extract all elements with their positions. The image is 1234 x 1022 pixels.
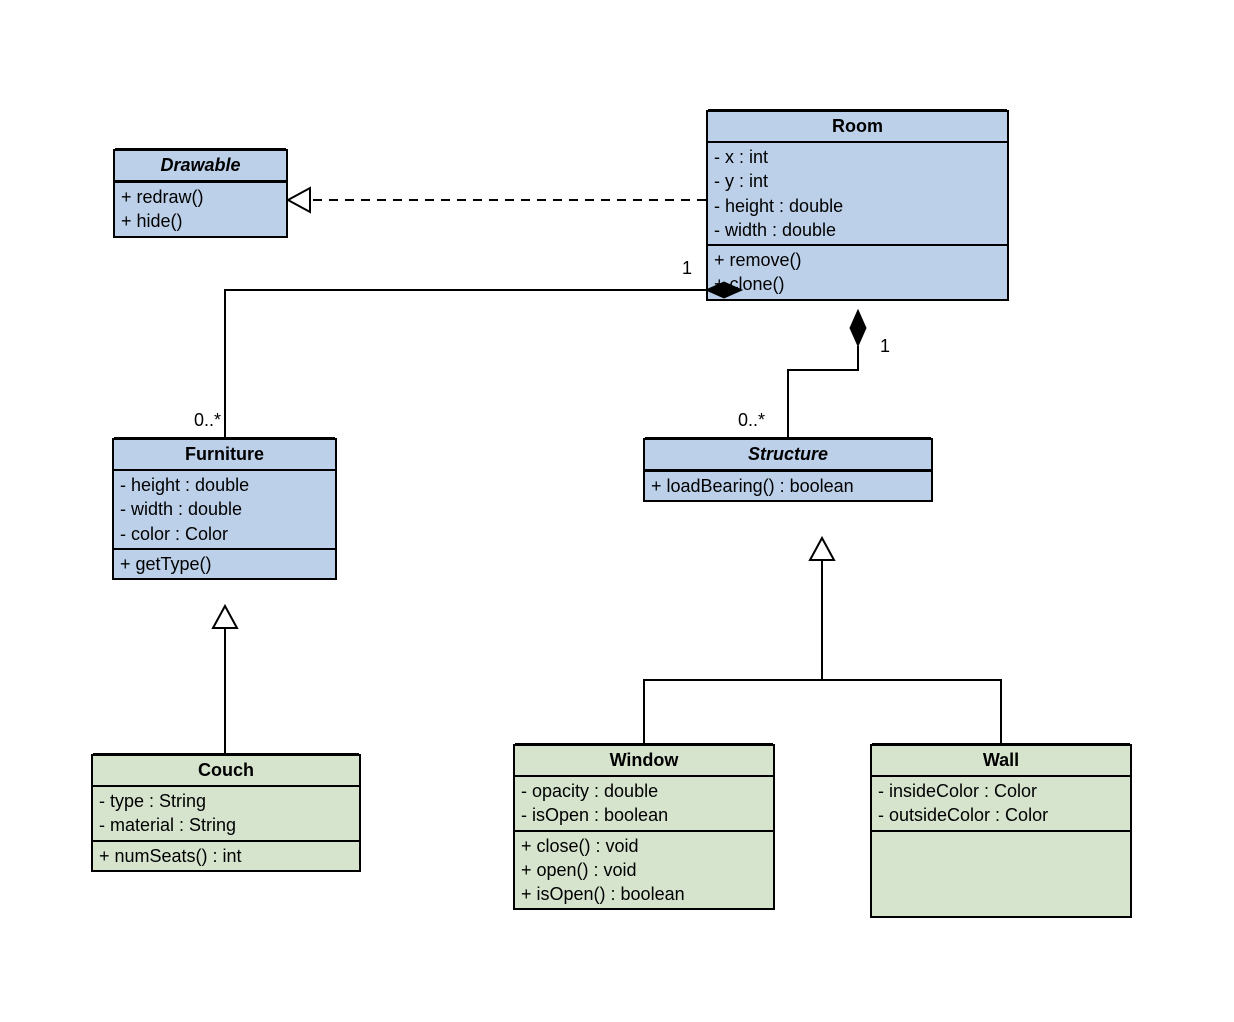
attribute: - width : double	[714, 218, 1001, 242]
class-structure: Structure + loadBearing() : boolean	[643, 438, 933, 502]
class-title: Room	[708, 109, 1007, 143]
class-title: Window	[515, 743, 773, 777]
methods-section: + redraw() + hide()	[115, 182, 286, 236]
methods-section: + getType()	[114, 550, 335, 578]
class-window: Window - opacity : double - isOpen : boo…	[513, 744, 775, 910]
multiplicity-label: 0..*	[738, 410, 765, 431]
method: + isOpen() : boolean	[521, 882, 767, 906]
method: + open() : void	[521, 858, 767, 882]
class-furniture: Furniture - height : double - width : do…	[112, 438, 337, 580]
method: + remove()	[714, 248, 1001, 272]
attributes-section: - x : int - y : int - height : double - …	[708, 143, 1007, 246]
class-title: Drawable	[115, 148, 286, 182]
attribute: - y : int	[714, 169, 1001, 193]
hollow-triangle-icon	[213, 606, 237, 628]
attributes-section: - insideColor : Color - outsideColor : C…	[872, 777, 1130, 832]
method: + close() : void	[521, 834, 767, 858]
class-wall: Wall - insideColor : Color - outsideColo…	[870, 744, 1132, 918]
attributes-section: - height : double - width : double - col…	[114, 471, 335, 550]
attribute: - width : double	[120, 497, 329, 521]
methods-section	[872, 832, 1130, 916]
method: + getType()	[120, 552, 329, 576]
attribute: - opacity : double	[521, 779, 767, 803]
methods-section: + numSeats() : int	[93, 842, 359, 870]
method: + loadBearing() : boolean	[651, 474, 925, 498]
attributes-section: - opacity : double - isOpen : boolean	[515, 777, 773, 832]
attribute: - color : Color	[120, 522, 329, 546]
attribute: - x : int	[714, 145, 1001, 169]
attribute: - height : double	[120, 473, 329, 497]
attribute: - type : String	[99, 789, 353, 813]
attribute: - material : String	[99, 813, 353, 837]
attributes-section: - type : String - material : String	[93, 787, 359, 842]
class-title: Furniture	[114, 437, 335, 471]
attribute: - isOpen : boolean	[521, 803, 767, 827]
edge-room-structure	[788, 346, 858, 438]
multiplicity-label: 1	[880, 336, 890, 357]
attribute: - outsideColor : Color	[878, 803, 1124, 827]
method: + redraw()	[121, 185, 280, 209]
multiplicity-label: 1	[682, 258, 692, 279]
class-drawable: Drawable + redraw() + hide()	[113, 149, 288, 238]
hollow-triangle-icon	[810, 538, 834, 560]
methods-section: + loadBearing() : boolean	[645, 471, 931, 500]
multiplicity-label: 0..*	[194, 410, 221, 431]
method: + hide()	[121, 209, 280, 233]
class-couch: Couch - type : String - material : Strin…	[91, 754, 361, 872]
class-room: Room - x : int - y : int - height : doub…	[706, 110, 1009, 301]
attribute: - height : double	[714, 194, 1001, 218]
class-title: Couch	[93, 753, 359, 787]
method: + numSeats() : int	[99, 844, 353, 868]
edge-subclasses-structure-horizontal	[644, 680, 1001, 744]
hollow-triangle-icon	[288, 188, 310, 212]
methods-section: + close() : void + open() : void + isOpe…	[515, 832, 773, 909]
methods-section: + remove() + clone()	[708, 246, 1007, 299]
class-title: Structure	[645, 437, 931, 471]
class-title: Wall	[872, 743, 1130, 777]
method: + clone()	[714, 272, 1001, 296]
edge-room-furniture	[225, 290, 706, 438]
filled-diamond-icon	[850, 310, 866, 346]
attribute: - insideColor : Color	[878, 779, 1124, 803]
